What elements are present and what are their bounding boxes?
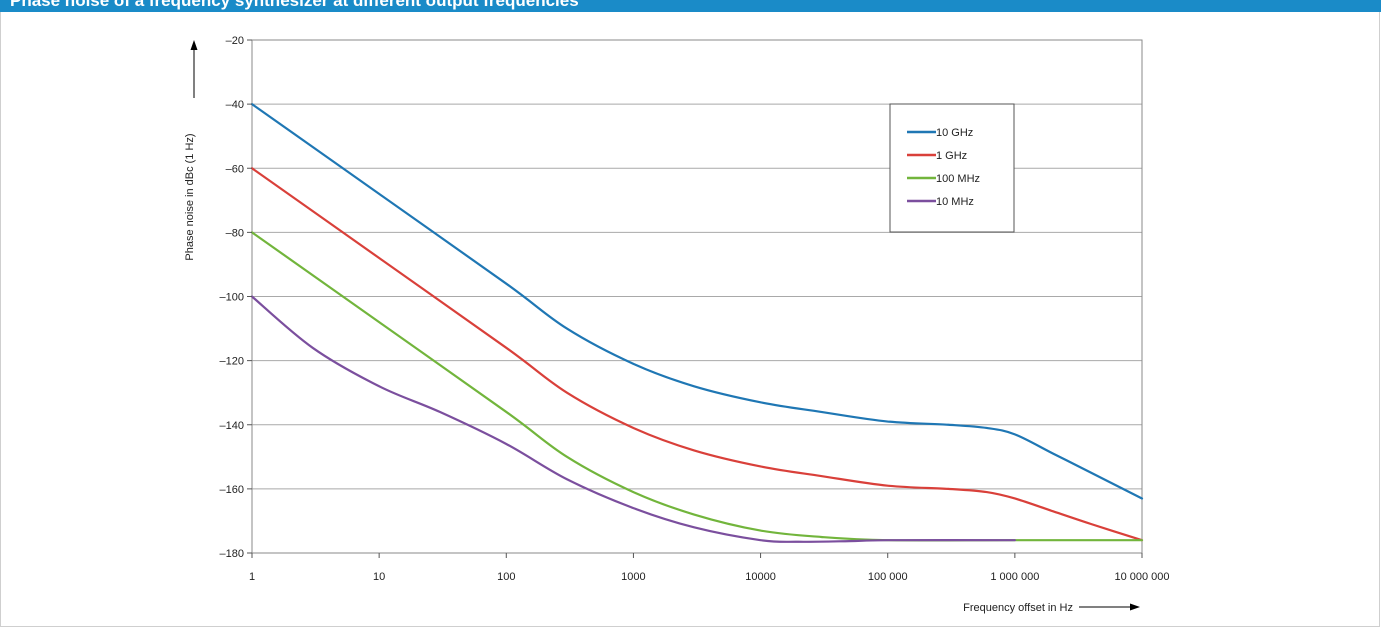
x-tick-label: 10 000 000 bbox=[1114, 571, 1169, 583]
x-tick-label: 100 bbox=[497, 571, 515, 583]
y-tick-label: –140 bbox=[220, 420, 244, 432]
chart-heading: Phase noise of a frequency synthesizer a… bbox=[10, 0, 579, 10]
legend-box bbox=[889, 103, 1015, 233]
legend: 10 GHz 1 GHz 100 MHz 10 MHz bbox=[889, 103, 1015, 233]
legend-label-100-mhz: 100 MHz bbox=[936, 173, 980, 185]
series-line-10-mhz bbox=[250, 295, 1016, 543]
series-line-10-ghz bbox=[250, 103, 1144, 500]
figure-frame bbox=[0, 12, 1380, 627]
x-tick-label: 10 bbox=[373, 571, 385, 583]
x-tick-label: 10000 bbox=[745, 571, 776, 583]
y-axis-title: Phase noise in dBc (1 Hz) bbox=[184, 133, 196, 260]
y-tick-label: –160 bbox=[220, 484, 244, 496]
x-tick-label: 1 bbox=[249, 571, 255, 583]
y-tick-label: –180 bbox=[220, 548, 244, 560]
x-axis-arrow bbox=[1079, 603, 1140, 611]
x-tick-label: 100 000 bbox=[868, 571, 908, 583]
x-axis-ticks: 1 10 100 1000 10000 100 000 1 000 000 10 000 00… bbox=[249, 553, 1170, 583]
legend-label-10-mhz: 10 MHz bbox=[936, 196, 974, 208]
series-line-1-ghz bbox=[250, 167, 1144, 542]
y-tick-label: –100 bbox=[220, 292, 244, 304]
y-tick-label: –120 bbox=[220, 356, 244, 368]
x-tick-label: 1000 bbox=[621, 571, 645, 583]
y-axis-ticks: –20 –40 –60 –80 –100 –120 –140 –160 –180 bbox=[220, 35, 252, 560]
x-axis-title: Frequency offset in Hz bbox=[963, 602, 1073, 614]
y-tick-label: –60 bbox=[226, 163, 244, 175]
legend-label-1-ghz: 1 GHz bbox=[936, 150, 967, 162]
y-tick-label: –40 bbox=[226, 99, 244, 111]
y-axis-arrow bbox=[190, 40, 198, 98]
y-tick-label: –20 bbox=[226, 35, 244, 47]
legend-label-10-ghz: 10 GHz bbox=[936, 127, 973, 139]
series-layer bbox=[250, 103, 1144, 543]
y-tick-label: –80 bbox=[226, 227, 244, 239]
x-tick-label: 1 000 000 bbox=[990, 571, 1039, 583]
header-bar: Phase noise of a frequency synthesizer a… bbox=[0, 0, 1381, 12]
